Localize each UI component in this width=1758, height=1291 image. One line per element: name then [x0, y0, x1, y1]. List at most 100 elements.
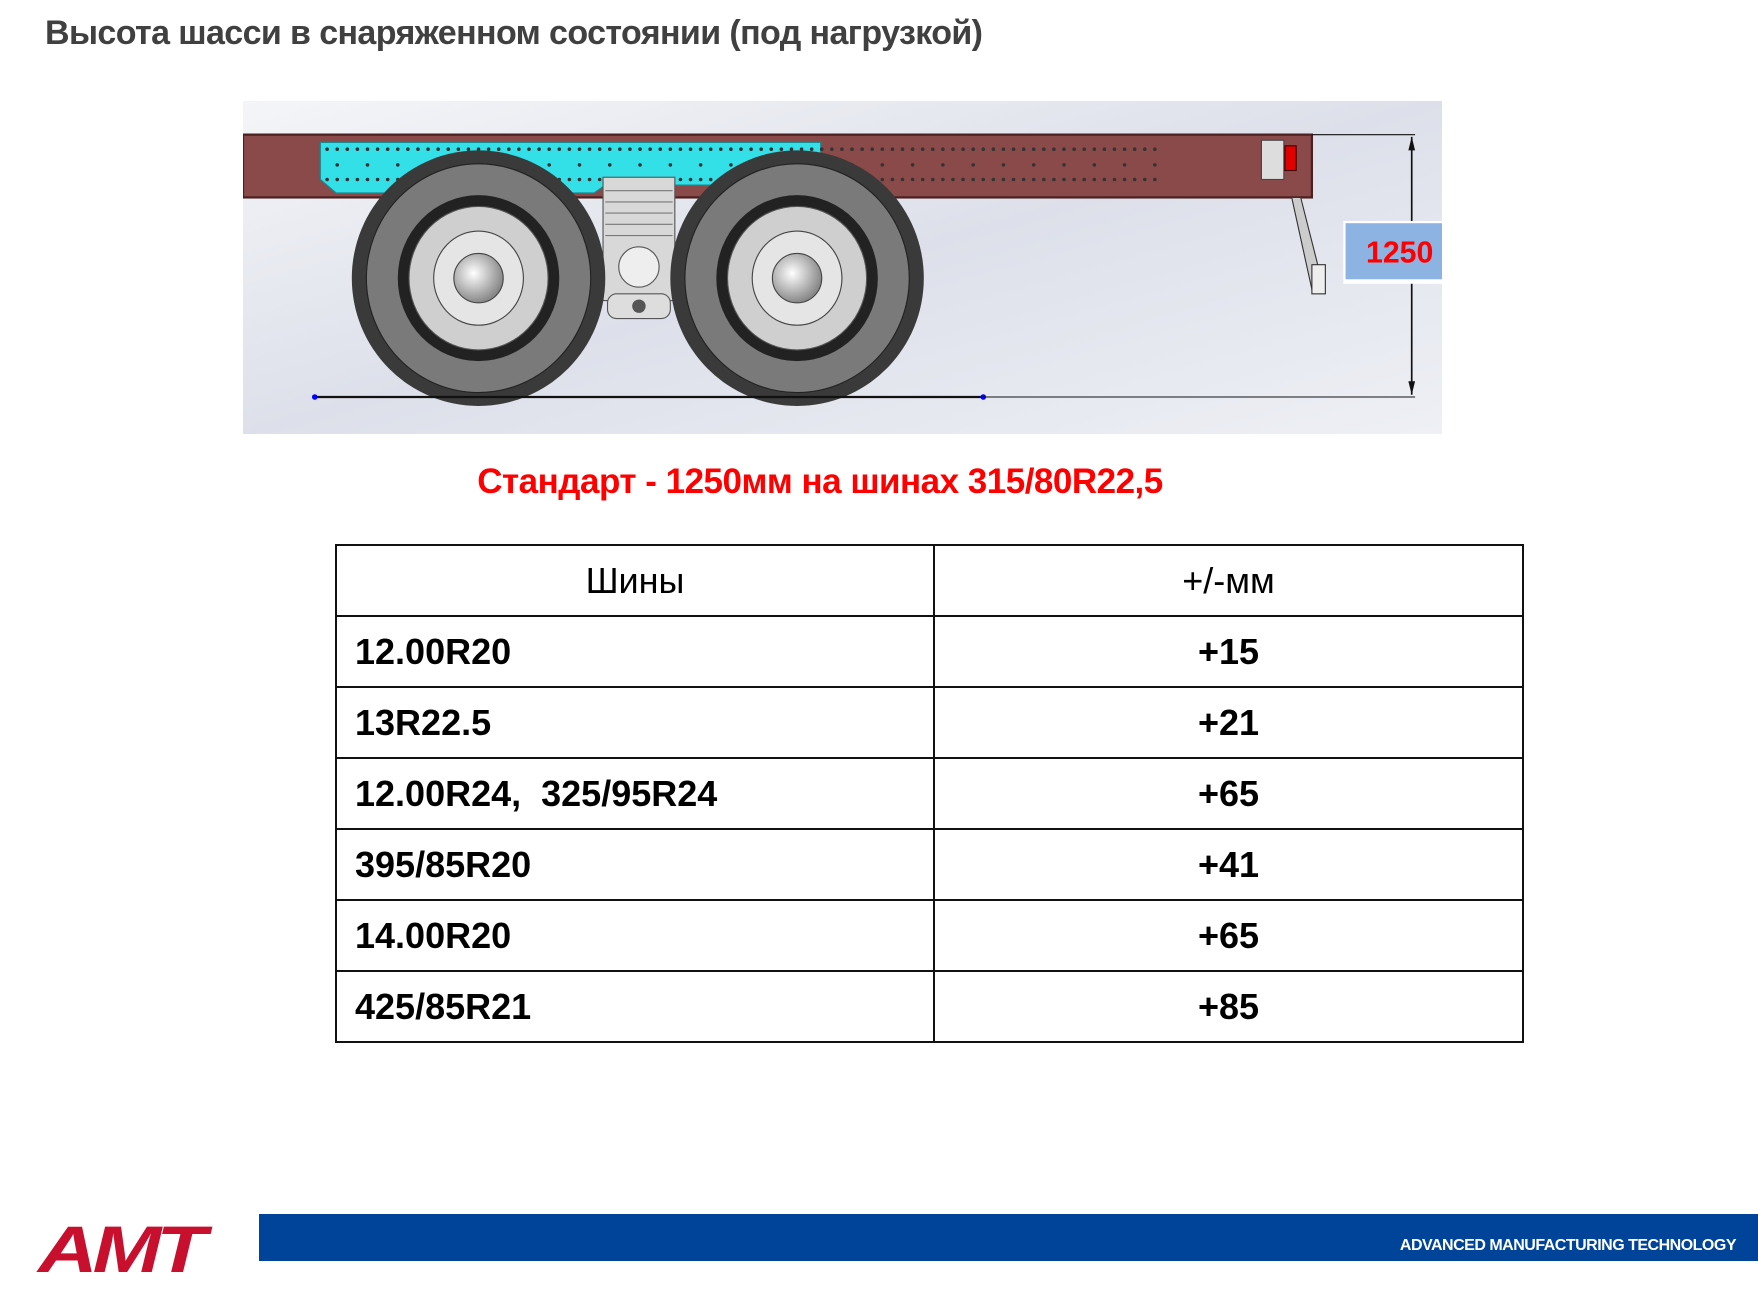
frame-hole: [930, 177, 935, 182]
frame-hole: [507, 147, 511, 152]
frame-hole: [486, 147, 491, 152]
table-header-row: Шины +/-мм: [335, 544, 1524, 617]
frame-hole: [577, 147, 582, 152]
tire-table: Шины +/-мм 12.00R20 +15 13R22.5 +21 12.00R…: [335, 544, 1524, 1043]
frame-hole: [1011, 147, 1016, 152]
frame-hole: [708, 147, 713, 152]
frame-hole: [920, 147, 925, 152]
frame-hole: [729, 163, 733, 167]
frame-hole: [325, 177, 329, 182]
frame-hole: [567, 147, 572, 152]
frame-hole: [981, 177, 986, 182]
frame-hole: [698, 147, 703, 152]
frame-hole: [607, 163, 612, 167]
frame-hole: [436, 147, 440, 152]
frame-hole: [365, 163, 370, 167]
frame-hole: [819, 147, 824, 152]
frame-hole: [910, 147, 915, 152]
frame-hole: [517, 147, 521, 152]
frame-hole: [910, 163, 915, 167]
frame-hole: [1011, 177, 1016, 182]
frame-hole: [930, 147, 935, 152]
frame-hole: [325, 147, 329, 152]
tire-size: 13R22.5: [335, 686, 935, 759]
frame-hole: [1062, 147, 1066, 152]
frame-hole: [910, 177, 915, 182]
frame-hole: [941, 147, 945, 152]
frame-hole: [638, 163, 642, 167]
footer-tagline: ADVANCED MANUFACTURING TECHNOLOGY: [1399, 1237, 1737, 1254]
page-title: Высота шасси в снаряженном состоянии (по…: [45, 14, 983, 52]
frame-hole: [880, 147, 885, 152]
frame-hole: [698, 163, 703, 167]
frame-hole: [345, 177, 350, 182]
frame-hole: [395, 163, 400, 167]
frame-hole: [406, 147, 410, 152]
frame-hole: [880, 177, 885, 182]
frame-hole: [719, 147, 723, 152]
frame-hole: [1092, 147, 1097, 152]
frame-hole: [668, 163, 673, 167]
frame-hole: [1132, 177, 1137, 182]
frame-hole: [1153, 163, 1157, 167]
frame-hole: [971, 177, 975, 182]
frame-hole: [1062, 163, 1066, 167]
frame-hole: [789, 147, 794, 152]
frame-hole: [991, 147, 996, 152]
frame-hole: [577, 177, 582, 182]
header-delta: +/-мм: [933, 544, 1524, 617]
frame-hole: [991, 177, 996, 182]
frame-hole: [961, 147, 965, 152]
frame-hole: [446, 147, 451, 152]
frame-hole: [941, 177, 945, 182]
frame-hole: [597, 177, 602, 182]
chassis-drawing: /* placeholder */ 1250 мм: [243, 101, 1442, 434]
frame-hole: [678, 147, 683, 152]
frame-hole: [1092, 177, 1097, 182]
tire-size: 12.00R20: [335, 615, 935, 688]
frame-hole: [1001, 147, 1006, 152]
frame-hole: [1153, 177, 1157, 182]
frame-hole: [1082, 147, 1087, 152]
frame-hole: [1031, 177, 1036, 182]
frame-hole: [890, 147, 895, 152]
frame-hole: [365, 147, 370, 152]
frame-hole: [1082, 177, 1087, 182]
frame-hole: [769, 147, 774, 152]
frame-hole: [375, 147, 380, 152]
frame-hole: [1122, 177, 1127, 182]
frame-hole: [1052, 147, 1056, 152]
frame-hole: [1142, 177, 1147, 182]
frame-hole: [981, 147, 986, 152]
tire-size: 12.00R24, 325/95R24: [335, 757, 935, 830]
frame-hole: [527, 147, 531, 152]
frame-hole: [1001, 163, 1006, 167]
frame-hole: [1042, 177, 1046, 182]
table-row: 425/85R21 +85: [335, 970, 1524, 1043]
frame-hole: [577, 163, 582, 167]
tire-size: 14.00R20: [335, 899, 935, 972]
frame-hole: [416, 147, 420, 152]
frame-hole: [951, 177, 955, 182]
height-delta: +15: [933, 615, 1524, 688]
frame-hole: [961, 177, 965, 182]
frame-hole: [668, 147, 673, 152]
frame-hole: [971, 147, 975, 152]
frame-hole: [1132, 147, 1137, 152]
frame-hole: [1122, 147, 1127, 152]
frame-hole: [678, 177, 683, 182]
frame-hole: [385, 147, 390, 152]
frame-hole: [658, 147, 663, 152]
wheel-front: [351, 150, 606, 406]
frame-hole: [920, 177, 925, 182]
frame-hole: [355, 177, 360, 182]
frame-hole: [1112, 177, 1117, 182]
frame-hole: [830, 147, 834, 152]
tire-size: 425/85R21: [335, 970, 935, 1043]
frame-hole: [1042, 147, 1046, 152]
frame-hole: [779, 147, 784, 152]
frame-hole: [890, 177, 895, 182]
frame-hole: [618, 147, 622, 152]
frame-hole: [648, 147, 652, 152]
frame-hole: [688, 177, 693, 182]
